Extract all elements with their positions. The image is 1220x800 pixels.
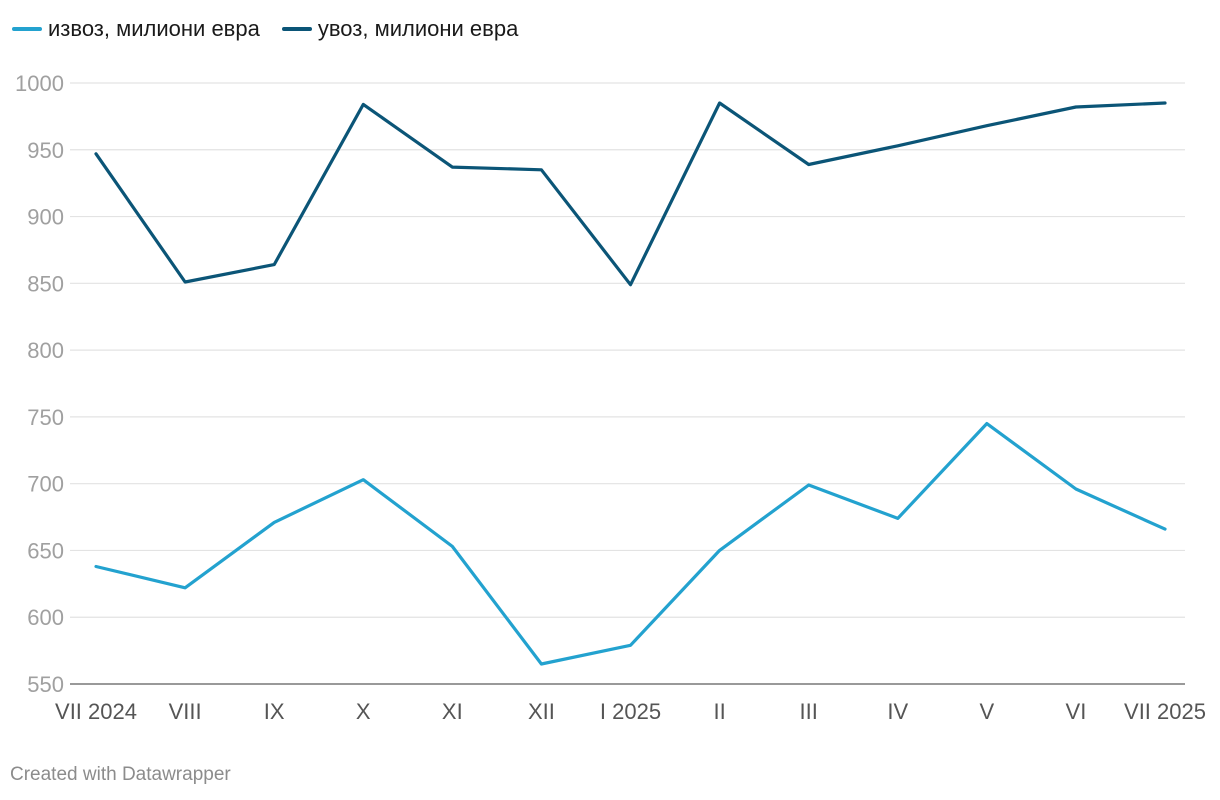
y-tick-label: 850 xyxy=(27,271,64,296)
series-line-imports xyxy=(94,101,1167,287)
x-tick-label: VII 2025 xyxy=(1124,699,1206,724)
x-tick-label: V xyxy=(979,699,994,724)
line-chart: 550 600 650 700 750 800 850 900 950 1000 VII 2024 V… xyxy=(15,71,1206,724)
x-tick-label: XI xyxy=(442,699,463,724)
series-line-exports xyxy=(94,422,1167,666)
legend-item-exports: извоз, милиони евра xyxy=(12,16,260,42)
x-tick-label: III xyxy=(799,699,817,724)
x-tick-label: XII xyxy=(528,699,555,724)
x-tick-label: VII 2024 xyxy=(55,699,137,724)
legend-label-imports: увоз, милиони евра xyxy=(317,16,519,41)
y-tick-label: 750 xyxy=(27,405,64,430)
x-tick-label: II xyxy=(713,699,725,724)
y-tick-label: 800 xyxy=(27,338,64,363)
y-tick-label: 700 xyxy=(27,472,64,497)
y-tick-label: 600 xyxy=(27,605,64,630)
y-tick-label: 950 xyxy=(27,138,64,163)
legend-swatch-imports xyxy=(281,27,312,31)
x-tick-label: I 2025 xyxy=(600,699,661,724)
x-tick-label: X xyxy=(356,699,371,724)
x-tick-label: VIII xyxy=(169,699,202,724)
legend-label-exports: извоз, милиони евра xyxy=(48,16,260,41)
y-tick-label: 1000 xyxy=(15,71,64,96)
x-tick-label: IV xyxy=(887,699,908,724)
y-tick-label: 900 xyxy=(27,205,64,230)
legend-swatch-exports xyxy=(12,27,42,31)
legend-item-imports: увоз, милиони евра xyxy=(281,16,519,42)
legend: извоз, милиони евра увоз, милиони евра xyxy=(12,16,518,42)
y-tick-label: 550 xyxy=(27,672,64,697)
x-tick-label: VI xyxy=(1066,699,1087,724)
y-tick-label: 650 xyxy=(27,538,64,563)
x-tick-label: IX xyxy=(264,699,285,724)
credit-text: Created with Datawrapper xyxy=(10,764,231,785)
